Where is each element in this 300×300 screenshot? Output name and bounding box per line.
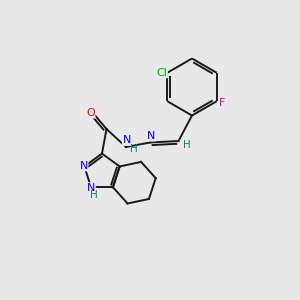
Text: N: N bbox=[122, 135, 131, 146]
Text: F: F bbox=[219, 98, 225, 108]
Text: N: N bbox=[87, 183, 95, 193]
Text: Cl: Cl bbox=[157, 68, 167, 78]
Text: H: H bbox=[183, 140, 191, 150]
Text: H: H bbox=[90, 190, 98, 200]
Text: O: O bbox=[86, 108, 95, 118]
Text: H: H bbox=[130, 143, 137, 154]
Text: N: N bbox=[147, 131, 155, 141]
Text: N: N bbox=[80, 161, 88, 171]
